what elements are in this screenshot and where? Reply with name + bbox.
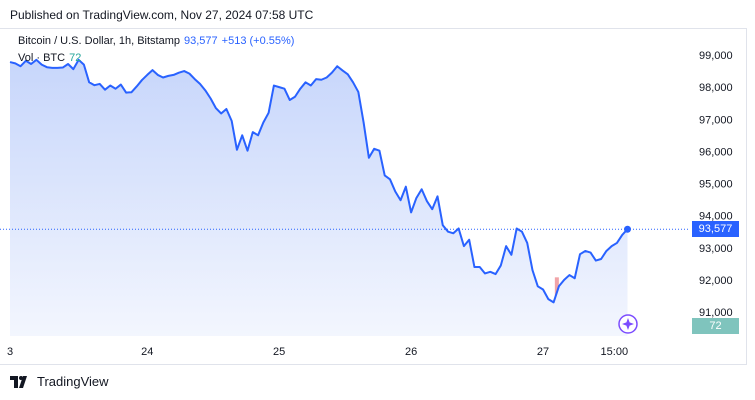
chart-frame [0,28,747,365]
price-tick-label: 99,000 [699,50,733,62]
replay-icon[interactable] [618,314,638,334]
time-tick-label: 26 [405,346,417,358]
price-tick-label: 94,000 [699,211,733,223]
volume-value: 72 [69,52,82,64]
price-line [9,58,629,304]
instrument-label[interactable]: Bitcoin / U.S. Dollar, 1h, Bitstamp [18,35,181,47]
volume-legend: Vol · BTC 72 [18,52,81,64]
brand-name: TradingView [37,374,109,389]
volume-label[interactable]: Vol · BTC [18,52,66,64]
price-tick-label: 93,000 [699,243,733,255]
legend-header: Bitcoin / U.S. Dollar, 1h, Bitstamp 93,57… [18,35,294,47]
time-tick-label: 27 [537,346,549,358]
price-axis: 99,000 98,000 97,000 96,000 95,000 94,000 93,0… [699,50,733,319]
price-area-fill [10,59,628,336]
legend-change: +513 (+0.55%) [221,35,295,47]
price-tick-label: 96,000 [699,146,733,158]
volume-tag: 72 [692,318,739,334]
price-tick-label: 92,000 [699,275,733,287]
last-price-tag: 93,577 [692,221,739,238]
published-caption: Published on TradingView.com, Nov 27, 20… [10,8,314,22]
legend-price: 93,577 [184,35,218,47]
price-tick-label: 95,000 [699,179,733,191]
price-tick-label: 97,000 [699,114,733,126]
time-tick-label: 25 [273,346,285,358]
time-tick-label: 24 [141,346,153,358]
price-tick-label: 91,000 [699,307,733,319]
footer-brand[interactable]: TradingView [10,374,109,389]
last-price-dot [624,225,631,233]
time-tick-label: 3 [7,346,13,358]
time-tick-label: 15:00 [601,346,629,358]
time-axis: 3 24 25 26 27 15:00 [7,346,628,358]
price-tick-label: 98,000 [699,82,733,94]
tradingview-logo-icon [10,375,27,388]
